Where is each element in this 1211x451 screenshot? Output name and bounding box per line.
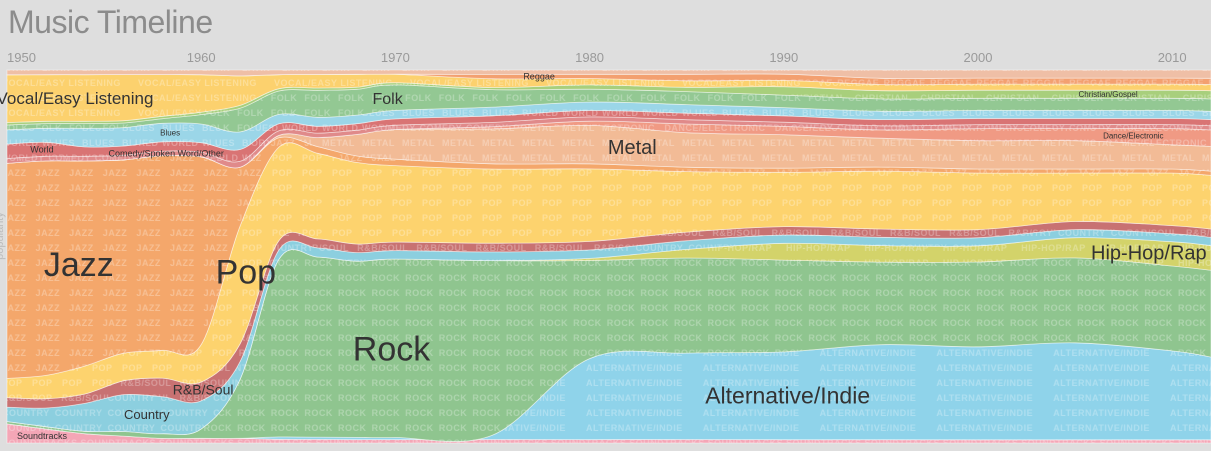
label-reggae: Reggae: [523, 72, 555, 82]
label-country: Country: [124, 407, 170, 422]
label-comedy-spoken-word-other: Comedy/Spoken Word/Other: [109, 149, 224, 159]
label-folk: Folk: [373, 91, 404, 108]
label-hip-hop-rap: Hip-Hop/Rap: [1091, 242, 1207, 264]
stream-labels: Vocal/Easy Listening Blues Comedy/Spoken W…: [0, 72, 1207, 441]
label-alternative-indie: Alternative/Indie: [705, 383, 870, 409]
label-r-b-soul: R&B/Soul: [173, 381, 234, 397]
label-metal: Metal: [608, 137, 657, 159]
x-axis-ticks: 1950 1960 1970 1980 1990 2000 2010: [7, 50, 1187, 65]
label-world: World: [30, 145, 53, 155]
x-tick-label: 1990: [769, 50, 798, 65]
x-tick-label: 1950: [7, 50, 36, 65]
x-tick-label: 2000: [964, 50, 993, 65]
label-christian-gospel: Christian/Gospel: [1079, 90, 1138, 99]
stream-latin[interactable]: [6, 69, 1211, 79]
label-soundtracks: Soundtracks: [17, 431, 68, 441]
x-tick-label: 1960: [187, 50, 216, 65]
x-tick-label: 2010: [1158, 50, 1187, 65]
x-tick-label: 1980: [575, 50, 604, 65]
label-dance-electronic: Dance/Electronic: [1103, 132, 1163, 141]
label-jazz: Jazz: [44, 246, 114, 284]
label-vocal-easy-listening: Vocal/Easy Listening: [0, 89, 153, 108]
x-tick-label: 1970: [381, 50, 410, 65]
page-title: Music Timeline: [8, 4, 213, 40]
label-rock: Rock: [353, 330, 431, 368]
stream-areas[interactable]: [6, 69, 1211, 444]
label-blues: Blues: [160, 129, 180, 138]
label-pop: Pop: [216, 253, 277, 291]
